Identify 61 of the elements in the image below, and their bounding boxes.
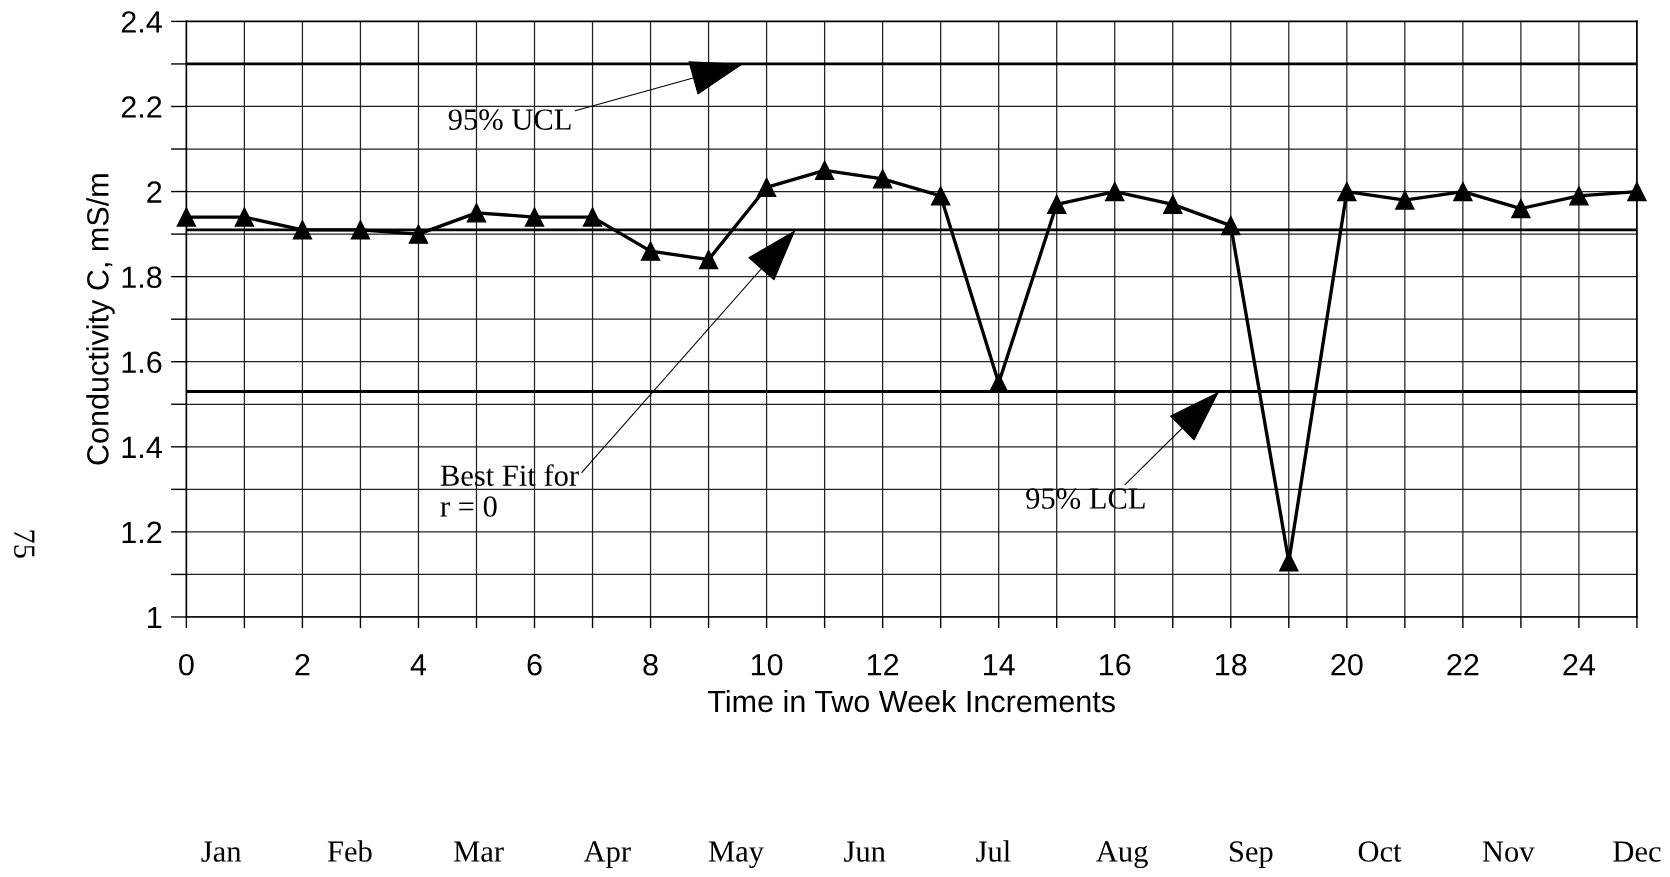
point — [640, 241, 661, 261]
text: Jan — [201, 841, 242, 862]
point — [1221, 215, 1241, 236]
x-tick-label: 24 — [1563, 653, 1596, 676]
x-tick-label: 18 — [1216, 653, 1247, 676]
x-tick-label: 22 — [1447, 653, 1479, 676]
point — [814, 160, 835, 181]
x-tick-label: 8 — [643, 653, 658, 676]
x-tick-label: 10 — [751, 653, 783, 676]
text: Oct — [1358, 841, 1402, 862]
x-tick-label: 20 — [1331, 653, 1363, 676]
y-tick-label: 1.6 — [122, 351, 162, 374]
text: May — [708, 841, 764, 869]
point — [1627, 181, 1647, 202]
x-axis-title: Time in Two Week Increments — [708, 689, 1115, 713]
x-tick-label: 12 — [867, 653, 899, 676]
point — [1511, 198, 1531, 219]
x-tick-label: 2 — [295, 653, 310, 676]
point — [1395, 190, 1415, 210]
y-axis-title: Conductivity C, mS/m — [86, 174, 115, 465]
y-tick-label: 1.2 — [122, 521, 162, 543]
point — [176, 207, 197, 227]
y-tick-label: 1 — [148, 607, 162, 629]
y-tick-label: 1.4 — [122, 436, 162, 458]
text: Jun — [844, 841, 886, 862]
text: Nov — [1482, 841, 1535, 862]
y-tick-label: 2.4 — [121, 11, 162, 33]
point — [524, 207, 545, 227]
x-tick-label: 16 — [1100, 653, 1131, 676]
x-tick-label: 14 — [984, 654, 1015, 676]
point — [1046, 194, 1067, 215]
point — [1453, 181, 1473, 202]
x-tick-label: 6 — [527, 653, 542, 676]
point — [872, 169, 893, 189]
point — [582, 207, 603, 227]
point — [756, 177, 777, 198]
point — [408, 224, 429, 244]
text: Aug — [1096, 841, 1148, 869]
text: Sep — [1229, 841, 1273, 869]
point — [292, 220, 313, 240]
point — [930, 186, 951, 206]
point — [1337, 181, 1357, 202]
point — [350, 220, 371, 240]
text: Feb — [327, 840, 372, 862]
text: Apr — [583, 841, 631, 869]
x-tick-label: 4 — [410, 654, 427, 676]
point — [466, 203, 487, 223]
point — [1569, 186, 1589, 206]
text: Mar — [454, 841, 504, 862]
point — [988, 373, 1009, 393]
y-tick-label: 1.8 — [122, 266, 162, 289]
y-tick-label: 2.2 — [121, 96, 162, 118]
y-tick-label: 2 — [147, 181, 162, 203]
point — [234, 207, 255, 227]
point — [1105, 181, 1125, 202]
text: Jul — [976, 840, 1011, 862]
point — [1163, 194, 1183, 215]
x-tick-label: 0 — [179, 653, 194, 676]
text: Dec — [1613, 841, 1661, 862]
text: 75 — [14, 530, 35, 558]
point — [698, 249, 719, 270]
